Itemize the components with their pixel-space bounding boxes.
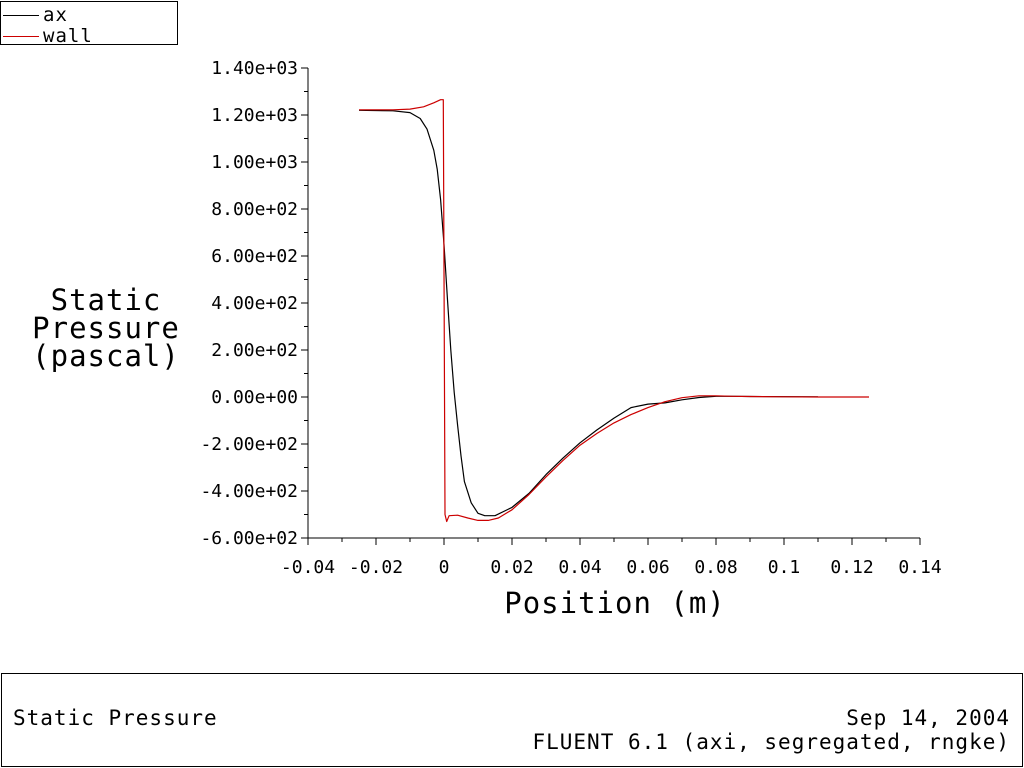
x-tick-label: 0.12: [830, 557, 873, 578]
y-tick-label: 6.00e+02: [211, 246, 298, 267]
chart-canvas: 1.40e+03 1.20e+03 1.00e+03 8.00e+02 6.00e+02…: [200, 58, 942, 578]
y-tick-label: 1.00e+03: [211, 152, 298, 173]
legend-item-wall: wall: [3, 26, 93, 46]
footer-version: FLUENT 6.1 (axi, segregated, rngke): [532, 730, 1010, 754]
x-tick-label: 0.08: [694, 557, 737, 578]
x-tick-label: 0.02: [490, 557, 533, 578]
footer-date: Sep 14, 2004: [846, 706, 1010, 730]
x-tick-label: -0.04: [281, 557, 335, 578]
y-tick-label: -4.00e+02: [200, 481, 298, 502]
y-tick-label: 1.20e+03: [211, 105, 298, 126]
legend-item-ax: ax: [3, 5, 68, 25]
legend: ax wall: [0, 1, 178, 46]
y-axis-label-line: (pascal): [32, 339, 180, 373]
legend-swatch-ax: [3, 14, 39, 16]
x-axis: -0.04 -0.02 0 0.02 0.04 0.06 0.08 0.1 0.12 0.14: [281, 537, 942, 578]
x-tick-label: 0: [439, 557, 450, 578]
y-tick-label: -2.00e+02: [200, 434, 298, 455]
plot-series: [358, 99, 869, 523]
x-tick-label: 0.06: [626, 557, 669, 578]
y-tick-label: 4.00e+02: [211, 293, 298, 314]
x-tick-label: 0.1: [768, 557, 801, 578]
x-tick-label: -0.02: [349, 557, 403, 578]
x-tick-label: 0.04: [558, 557, 601, 578]
x-tick-label: 0.14: [898, 557, 941, 578]
y-tick-label: 0.00e+00: [211, 387, 298, 408]
y-tick-label: 1.40e+03: [211, 58, 298, 79]
y-axis-label: Static Pressure (pascal): [20, 283, 192, 373]
legend-label-wall: wall: [43, 25, 93, 47]
footer-panel: Static Pressure Sep 14, 2004 FLUENT 6.1 …: [1, 673, 1023, 767]
y-tick-label: -6.00e+02: [200, 528, 298, 549]
y-axis-label-line: Static: [50, 283, 162, 317]
y-axis-label-line: Pressure: [32, 311, 180, 345]
footer-title: Static Pressure: [13, 706, 218, 730]
y-tick-label: 8.00e+02: [211, 199, 298, 220]
series-line-ax: [358, 109, 819, 517]
legend-label-ax: ax: [43, 4, 68, 26]
series-line-wall: [359, 99, 869, 523]
y-axis: 1.40e+03 1.20e+03 1.00e+03 8.00e+02 6.00e+02…: [200, 58, 309, 549]
y-tick-label: 2.00e+02: [211, 340, 298, 361]
legend-swatch-wall: [3, 35, 39, 37]
x-axis-label: Position (m): [504, 586, 726, 620]
